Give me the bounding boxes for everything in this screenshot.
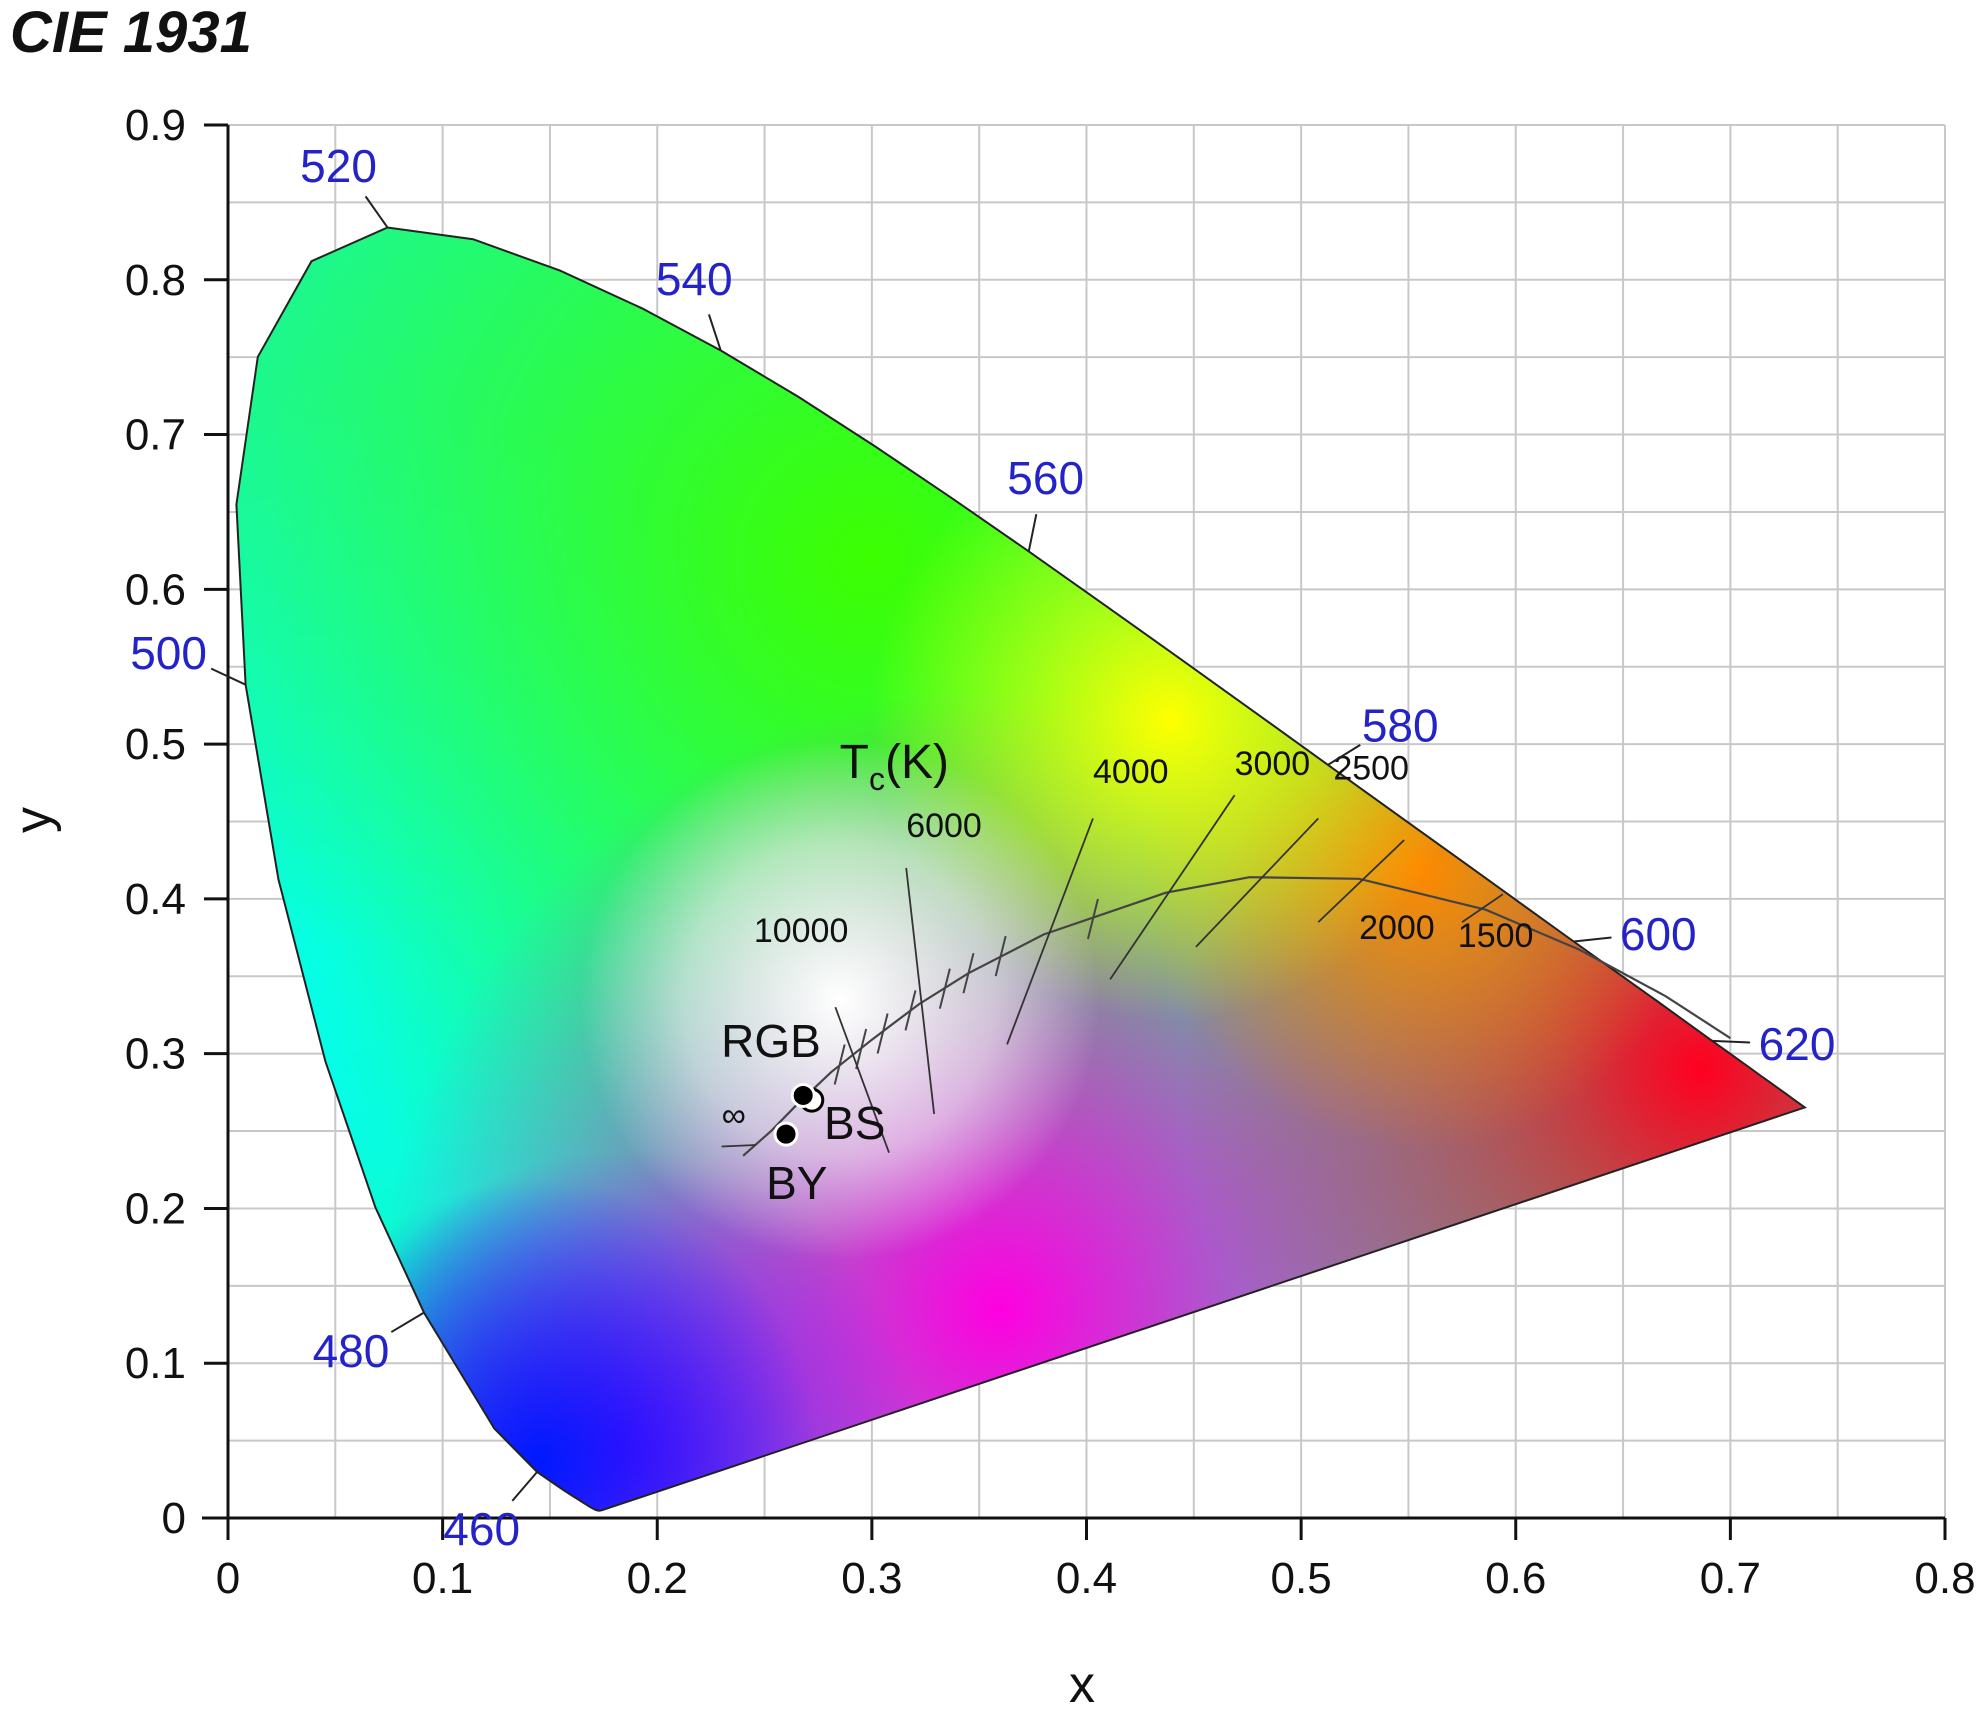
x-tick-label: 0.8 (1914, 1554, 1975, 1603)
planckian-tick (962, 952, 975, 994)
cct-label: 3000 (1235, 745, 1311, 783)
wavelength-tick (707, 314, 722, 351)
axes: 0 0.1 0.2 0.3 0.4 0.5 0.6 0.7 0.8 0 0.1 0.2 0.3 0.4 0.… (125, 101, 1976, 1603)
y-tick-label: 0.5 (125, 720, 186, 769)
x-tick-label: 0.4 (1056, 1554, 1117, 1603)
wavelength-labels: 460 480 500 520 540 560 580 600 620 (130, 140, 1835, 1555)
cct-line (1195, 817, 1319, 948)
chart-title: CIE 1931 (10, 0, 252, 65)
planckian-tick (904, 990, 917, 1031)
data-point-rgb (790, 1082, 816, 1108)
x-tick-label: 0.2 (627, 1554, 688, 1603)
chromaticity-gamut (236, 227, 1805, 1511)
x-tick-label: 0.5 (1271, 1554, 1332, 1603)
cct-label: 10000 (754, 912, 849, 950)
cct-line (721, 1144, 757, 1148)
cct-line (1006, 818, 1094, 1045)
y-axis-label: y (4, 807, 62, 833)
wavelength-tick (511, 1471, 538, 1502)
cct-line (1317, 839, 1405, 923)
y-tick-label: 0.4 (125, 875, 186, 924)
cct-label: 2500 (1333, 750, 1409, 788)
wavelength-tick (1573, 936, 1612, 943)
wavelength-label: 520 (300, 140, 377, 192)
wavelength-tick (1712, 1039, 1751, 1044)
cct-label: 2000 (1359, 909, 1435, 947)
planckian-tick (938, 968, 951, 1009)
cct-isotemperature-lines: ∞ 10000 6000 4000 3000 2500 2000 1500 Tc(K) (721, 736, 1534, 1154)
wavelength-tick (1327, 744, 1361, 766)
wavelength-label: 600 (1620, 908, 1697, 960)
cct-label: 1500 (1458, 917, 1534, 955)
wavelength-tick (210, 667, 247, 686)
cct-line (834, 1006, 890, 1154)
cct-label: 4000 (1093, 753, 1169, 791)
x-tick-label: 0.6 (1485, 1554, 1546, 1603)
wavelength-label: 580 (1362, 699, 1439, 751)
wavelength-label: 480 (313, 1325, 390, 1377)
y-tick-label: 0.1 (125, 1339, 186, 1388)
y-tick-label: 0.8 (125, 256, 186, 305)
x-tick-label: 0.1 (412, 1554, 473, 1603)
y-tick-label: 0.9 (125, 101, 186, 150)
planckian-tick (833, 1044, 846, 1085)
planckian-tick (1086, 898, 1099, 940)
x-tick-label: 0.3 (841, 1554, 902, 1603)
y-tick-label: 0.3 (125, 1030, 186, 1079)
cct-label: ∞ (722, 1096, 746, 1134)
data-point-by (773, 1121, 799, 1147)
planckian-tick (876, 1013, 889, 1054)
y-tick-label: 0.7 (125, 411, 186, 460)
cct-line (1461, 893, 1504, 923)
wavelength-label: 540 (656, 253, 733, 305)
planckian-tick (994, 935, 1007, 977)
wavelength-tick (364, 195, 389, 229)
x-tick-label: 0.7 (1700, 1554, 1761, 1603)
point-label-bs: BS (824, 1097, 885, 1149)
wavelength-tick (390, 1311, 425, 1333)
point-label-by: BY (766, 1157, 827, 1209)
wavelength-tick (1027, 513, 1038, 552)
x-axis-label: x (1069, 1656, 1095, 1710)
y-tick-label: 0.6 (125, 565, 186, 614)
tc-label: Tc(K) (840, 736, 949, 797)
cct-label: 6000 (906, 807, 982, 845)
planckian-tick (855, 1028, 868, 1070)
wavelength-label: 560 (1007, 452, 1084, 504)
y-tick-label: 0 (162, 1494, 186, 1543)
x-tick-label: 0 (216, 1554, 240, 1603)
point-label-rgb: RGB (721, 1015, 821, 1067)
wavelength-label: 620 (1759, 1018, 1836, 1070)
wavelength-label: 460 (443, 1503, 520, 1555)
y-tick-label: 0.2 (125, 1184, 186, 1233)
wavelength-label: 500 (130, 627, 207, 679)
cct-line (905, 867, 936, 1115)
cct-line (1109, 794, 1236, 980)
spectral-locus-outline (235, 226, 1807, 1512)
